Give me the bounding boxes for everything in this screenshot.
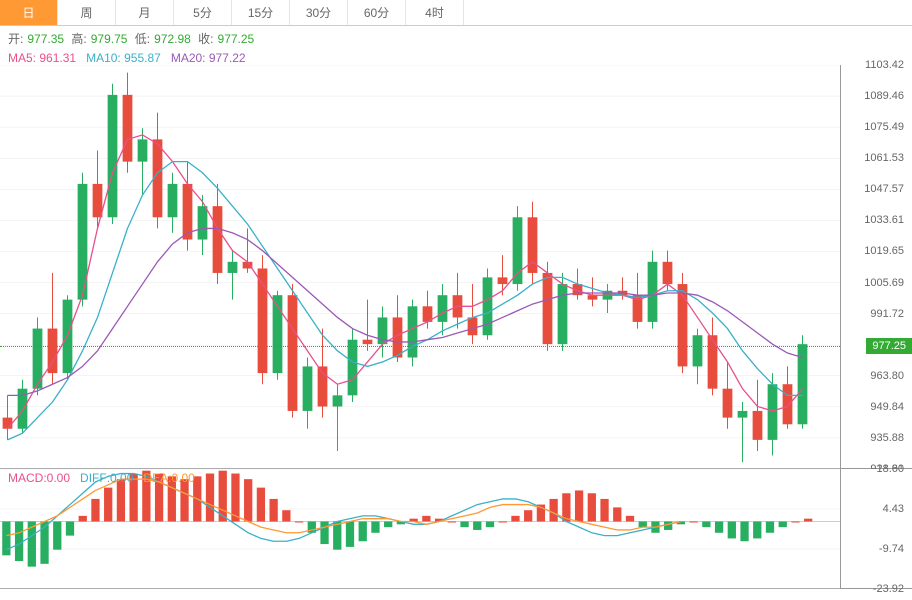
ytick: 1089.46 <box>864 90 904 102</box>
ytick: 4.43 <box>883 503 904 515</box>
macd-label: MACD: <box>8 471 47 485</box>
ytick: 1103.42 <box>865 59 904 71</box>
ytick: 949.84 <box>870 401 904 413</box>
tab-周[interactable]: 周 <box>58 0 116 25</box>
macd-yaxis: 18.604.43-9.74-23.92 <box>840 469 912 588</box>
macd-chart[interactable]: MACD:0.00 DIFF:0.00 DEA:0.00 18.604.43-9… <box>0 469 912 589</box>
ytick: 1047.57 <box>864 183 904 195</box>
close-label: 收: <box>198 32 213 46</box>
macd-labels: MACD:0.00 DIFF:0.00 DEA:0.00 <box>8 471 195 485</box>
price-chart[interactable]: 977.25 1103.421089.461075.491061.531047.… <box>0 65 912 469</box>
ytick: -23.92 <box>873 583 904 595</box>
ohlc-row: 开: 977.35 高: 979.75 低: 972.98 收: 977.25 <box>0 26 912 51</box>
price-yaxis: 977.25 1103.421089.461075.491061.531047.… <box>840 65 912 468</box>
ytick: -9.74 <box>879 543 904 555</box>
open-value: 977.35 <box>27 32 64 46</box>
open-label: 开: <box>8 32 23 46</box>
ytick: 1019.65 <box>864 245 904 257</box>
tab-月[interactable]: 月 <box>116 0 174 25</box>
tab-15分[interactable]: 15分 <box>232 0 290 25</box>
ma5-label: MA5: <box>8 51 36 65</box>
ytick: 935.88 <box>870 432 904 444</box>
tab-5分[interactable]: 5分 <box>174 0 232 25</box>
tab-60分[interactable]: 60分 <box>348 0 406 25</box>
ytick: 963.80 <box>870 370 904 382</box>
macd-value: 0.00 <box>47 471 70 485</box>
current-price-flag: 977.25 <box>866 338 912 354</box>
diff-label: DIFF: <box>80 471 110 485</box>
ytick: 18.60 <box>876 463 904 475</box>
ytick: 1033.61 <box>864 214 904 226</box>
ytick: 1005.69 <box>864 277 904 289</box>
tab-日[interactable]: 日 <box>0 0 58 25</box>
ma5-value: 961.31 <box>39 51 76 65</box>
low-label: 低: <box>135 32 150 46</box>
tab-30分[interactable]: 30分 <box>290 0 348 25</box>
ma10-label: MA10: <box>86 51 121 65</box>
ytick: 1075.49 <box>864 121 904 133</box>
timeframe-tabs: 日周月5分15分30分60分4时 <box>0 0 912 26</box>
candlestick-svg <box>0 65 840 469</box>
high-label: 高: <box>71 32 86 46</box>
low-value: 972.98 <box>154 32 191 46</box>
close-value: 977.25 <box>218 32 255 46</box>
high-value: 979.75 <box>91 32 128 46</box>
dea-label: DEA: <box>143 471 171 485</box>
ma10-value: 955.87 <box>124 51 161 65</box>
macd-svg <box>0 469 840 589</box>
current-price-line <box>0 346 840 347</box>
tab-4时[interactable]: 4时 <box>406 0 464 25</box>
ytick: 1061.53 <box>864 152 904 164</box>
dea-value: 0.00 <box>171 471 194 485</box>
ytick: 991.72 <box>870 308 904 320</box>
ma20-label: MA20: <box>171 51 206 65</box>
ma20-value: 977.22 <box>209 51 246 65</box>
ma-row: MA5: 961.31 MA10: 955.87 MA20: 977.22 <box>0 51 912 65</box>
diff-value: 0.00 <box>110 471 133 485</box>
